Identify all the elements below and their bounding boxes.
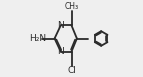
Text: N: N [57,47,64,56]
Text: N: N [57,21,64,30]
Text: CH₃: CH₃ [64,2,79,11]
Text: Cl: Cl [67,66,76,75]
Text: H₂N: H₂N [29,34,47,43]
